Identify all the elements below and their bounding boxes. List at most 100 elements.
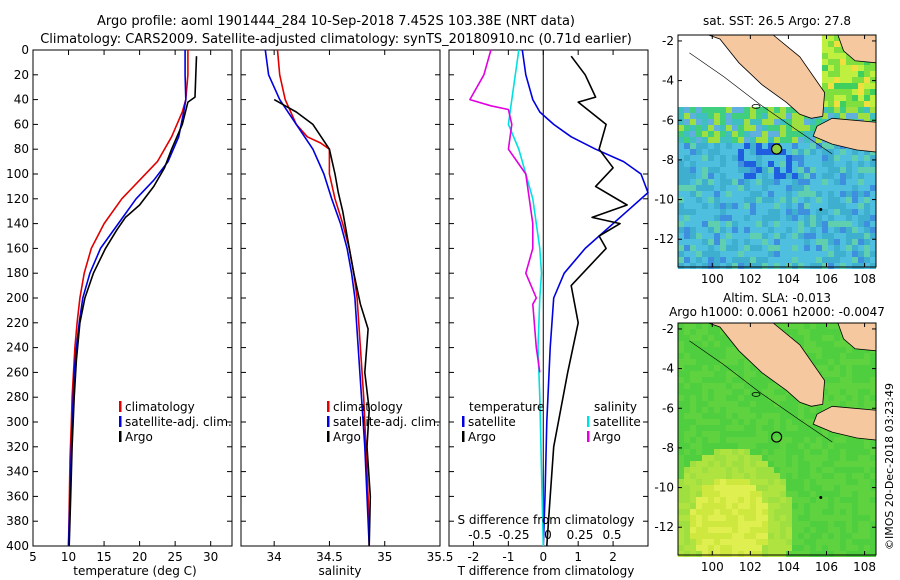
map-cell: [750, 113, 756, 119]
map-cell: [840, 215, 846, 221]
map-cell: [702, 443, 708, 449]
map-cell: [798, 413, 804, 419]
map-cell: [864, 389, 870, 395]
map-cell: [810, 125, 816, 131]
map-cell: [738, 389, 744, 395]
map-cell: [726, 551, 732, 557]
lon-tick-label: 104: [777, 272, 800, 286]
map-cell: [678, 323, 684, 329]
map-cell: [738, 233, 744, 239]
map-cell: [846, 215, 852, 221]
map-cell: [834, 101, 840, 107]
map-cell: [762, 551, 768, 557]
map-cell: [780, 191, 786, 197]
map-cell: [870, 551, 876, 557]
map-cell: [792, 227, 798, 233]
map-cell: [828, 95, 834, 101]
map-cell: [858, 233, 864, 239]
map-cell: [864, 467, 870, 473]
map-cell: [828, 353, 834, 359]
map-cell: [786, 467, 792, 473]
map-cell: [768, 479, 774, 485]
x-tick-label: -2: [467, 550, 479, 564]
map-cell: [798, 251, 804, 257]
map-cell: [804, 551, 810, 557]
map-cell: [744, 239, 750, 245]
map-cell: [786, 539, 792, 545]
map-cell: [780, 455, 786, 461]
map-cell: [762, 509, 768, 515]
map-cell: [750, 209, 756, 215]
map-cell: [870, 383, 876, 389]
map-cell: [720, 341, 726, 347]
map-cell: [780, 263, 786, 269]
map-cell: [828, 149, 834, 155]
map-cell: [714, 431, 720, 437]
map-cell: [702, 383, 708, 389]
map-cell: [798, 263, 804, 269]
map-cell: [852, 515, 858, 521]
map-cell: [804, 545, 810, 551]
map-cell: [714, 221, 720, 227]
map-cell: [768, 497, 774, 503]
map-cell: [822, 89, 828, 95]
map-cell: [732, 149, 738, 155]
map-cell: [756, 371, 762, 377]
map-cell: [852, 497, 858, 503]
map-cell: [852, 221, 858, 227]
map-cell: [720, 479, 726, 485]
depth-tick-label: 380: [6, 514, 29, 528]
map-cell: [750, 215, 756, 221]
map-cell: [792, 515, 798, 521]
map-cell: [828, 65, 834, 71]
map-cell: [690, 341, 696, 347]
map-cell: [684, 191, 690, 197]
map-cell: [774, 521, 780, 527]
map-cell: [870, 167, 876, 173]
map-cell: [858, 497, 864, 503]
map-cell: [828, 191, 834, 197]
map-cell: [684, 245, 690, 251]
map-cell: [714, 239, 720, 245]
map-cell: [816, 341, 822, 347]
map-cell: [732, 455, 738, 461]
map-cell: [756, 185, 762, 191]
x-tick-label: 34.5: [316, 550, 343, 564]
map-cell: [714, 455, 720, 461]
map-cell: [720, 485, 726, 491]
map-cell: [822, 539, 828, 545]
map-cell: [828, 521, 834, 527]
map-cell: [768, 425, 774, 431]
map-cell: [708, 329, 714, 335]
map-cell: [768, 245, 774, 251]
map-cell: [702, 425, 708, 431]
map-cell: [810, 143, 816, 149]
map-cell: [738, 137, 744, 143]
map-cell: [774, 167, 780, 173]
map-cell: [852, 185, 858, 191]
map-cell: [786, 179, 792, 185]
map-cell: [864, 401, 870, 407]
map-cell: [840, 95, 846, 101]
map-cell: [726, 191, 732, 197]
map-cell: [786, 509, 792, 515]
map-cell: [774, 407, 780, 413]
map-cell: [858, 353, 864, 359]
map-cell: [870, 521, 876, 527]
map-cell: [840, 245, 846, 251]
map-cell: [840, 221, 846, 227]
map-cell: [756, 533, 762, 539]
map-cell: [720, 413, 726, 419]
map-cell: [834, 479, 840, 485]
map-cell: [858, 209, 864, 215]
map-cell: [828, 203, 834, 209]
map-cell: [780, 239, 786, 245]
map-cell: [708, 203, 714, 209]
map-cell: [828, 107, 834, 113]
map-cell: [738, 359, 744, 365]
map-cell: [756, 203, 762, 209]
map-cell: [852, 491, 858, 497]
lon-tick-label: 102: [739, 560, 762, 574]
map-cell: [678, 539, 684, 545]
map-cell: [804, 407, 810, 413]
